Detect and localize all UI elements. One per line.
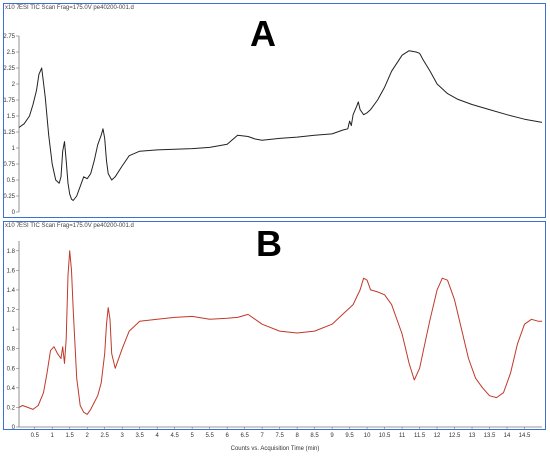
y-tick-label: 2	[12, 82, 16, 88]
x-tick-label: 4	[156, 433, 160, 439]
line-plot-b: 00.20.40.60.811.21.41.61.80.5 1 1.5 2 2.5 3 3.…	[7, 241, 542, 439]
series-line	[18, 250, 542, 415]
x-tick-label: 10.5	[379, 433, 391, 439]
x-tick-label: 12	[434, 433, 441, 439]
x-tick-label: 8	[295, 433, 299, 439]
chart-header: ESI TIC Scan Frag=175.0V pe40200-001.d	[19, 5, 134, 11]
y-tick-label: 1.75	[4, 98, 16, 104]
y-tick-label: 1.5	[7, 114, 16, 120]
chart-panel-a: x10 7 ESI TIC Scan Frag=175.0V pe40200-0…	[3, 3, 546, 218]
y-tick-label: 1.2	[7, 308, 16, 314]
y-tick-label: 0.4	[7, 386, 16, 392]
y-tick-label: 1.8	[7, 249, 16, 255]
panel-label: B	[256, 223, 282, 264]
x-tick-label: 14	[504, 433, 511, 439]
y-tick-label: 1.4	[7, 288, 16, 294]
x-tick-label: 5	[190, 433, 194, 439]
x-tick-label: 13	[469, 433, 476, 439]
x-tick-label: 9	[330, 433, 334, 439]
x-tick-label: 0.5	[31, 433, 40, 439]
y-tick-label: 2.5	[7, 50, 16, 56]
x-tick-label: 7.5	[275, 433, 284, 439]
y-tick-label: 2.75	[4, 34, 16, 40]
chart-panel-b: x10 7 ESI TIC Scan Frag=175.0V pe40200-0…	[3, 221, 546, 439]
y-tick-label: 2.25	[4, 66, 16, 72]
y-tick-label: 0.2	[7, 405, 16, 411]
x-tick-label: 9.5	[345, 433, 354, 439]
y-tick-label: 1.25	[4, 130, 16, 136]
x-tick-label: 2.5	[101, 433, 110, 439]
x-tick-label: 13.5	[484, 433, 496, 439]
x-tick-label: 1	[51, 433, 55, 439]
x-tick-label: 1.5	[66, 433, 75, 439]
series-line	[18, 50, 543, 201]
y-tick-label: 0.5	[7, 178, 16, 184]
x-tick-label: 2	[86, 433, 90, 439]
y-tick-label: 0.25	[4, 194, 16, 200]
y-exponent-label: x10 7	[5, 5, 20, 11]
y-tick-label: 1	[12, 327, 16, 333]
line-plot-a: 0 0.25 0.5 0.75 1 1.25 1.5 1.75 2 2.25 2.5 2.75	[4, 34, 543, 216]
x-tick-label: 5.5	[205, 433, 214, 439]
x-tick-label: 7	[260, 433, 264, 439]
x-axis-title: Counts vs. Acquisition Time (min)	[230, 446, 320, 452]
x-tick-label: 10	[364, 433, 371, 439]
panel-label: A	[250, 13, 276, 54]
x-tick-label: 4.5	[171, 433, 180, 439]
chart-header: ESI TIC Scan Frag=175.0V pe40200-001.d	[19, 223, 134, 229]
y-tick-label: 1.6	[7, 268, 16, 274]
y-tick-label: 1	[12, 146, 16, 152]
x-tick-label: 3.5	[136, 433, 145, 439]
x-tick-label: 3	[121, 433, 125, 439]
x-tick-label: 6.5	[240, 433, 249, 439]
x-tick-label: 12.5	[449, 433, 461, 439]
y-tick-label: 0.75	[4, 162, 16, 168]
y-exponent-label: x10 7	[5, 223, 20, 229]
y-tick-label: 0	[12, 425, 16, 431]
y-tick-label: 0.6	[7, 366, 16, 372]
y-tick-label: 0	[12, 210, 16, 216]
x-tick-label: 14.5	[519, 433, 531, 439]
x-tick-label: 11.5	[414, 433, 426, 439]
x-tick-label: 6	[225, 433, 229, 439]
y-tick-label: 0.8	[7, 347, 16, 353]
x-tick-label: 11	[399, 433, 406, 439]
x-tick-label: 8.5	[310, 433, 319, 439]
